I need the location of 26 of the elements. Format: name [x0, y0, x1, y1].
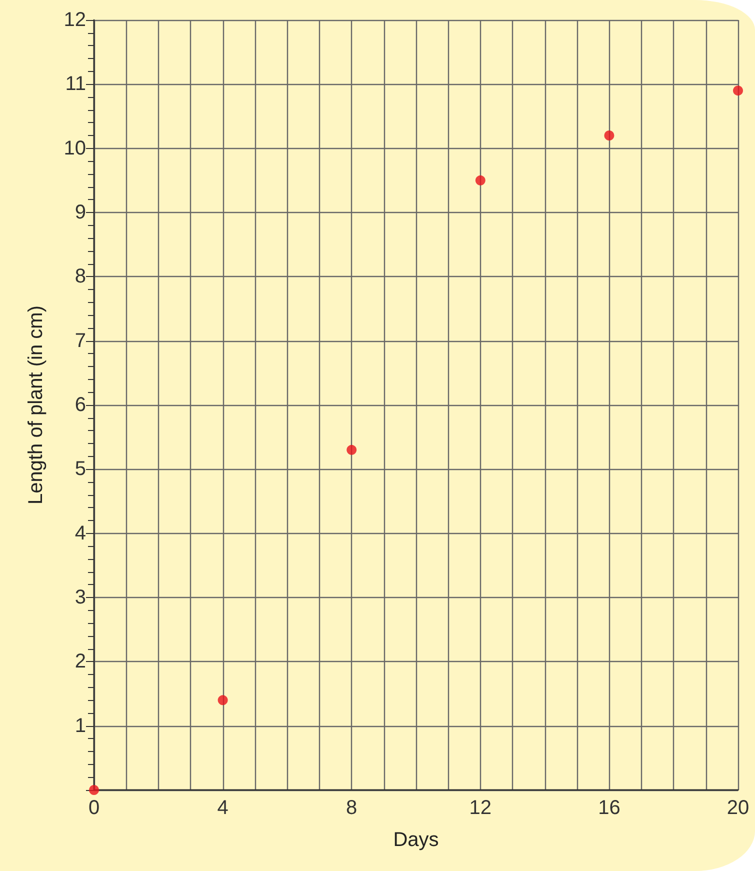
y-axis-title: Length of plant (in cm) — [25, 306, 47, 504]
y-tick-label: 4 — [74, 522, 86, 544]
y-tick-label: 12 — [64, 9, 86, 31]
x-tick-label: 0 — [88, 797, 100, 819]
y-tick-label: 10 — [64, 137, 86, 160]
y-tick-label: 7 — [74, 330, 86, 352]
x-tick-label: 4 — [217, 797, 228, 819]
point — [604, 130, 614, 140]
point — [218, 695, 228, 706]
y-tick-label: 8 — [74, 266, 86, 288]
y-tick-label: 6 — [74, 394, 86, 416]
x-axis-title: Days — [393, 829, 439, 851]
y-tick-label: 9 — [74, 202, 86, 224]
point — [733, 86, 743, 96]
point — [89, 785, 99, 795]
y-tick-label: 2 — [74, 650, 86, 673]
y-tick-label: 11 — [65, 73, 86, 96]
point — [475, 175, 486, 186]
y-tick-label: 1 — [74, 714, 86, 737]
x-tick-label: 12 — [469, 797, 492, 819]
y-tick-label: 3 — [74, 586, 86, 608]
point — [346, 444, 357, 455]
y-tick-label: 5 — [74, 458, 86, 480]
x-tick-label: 20 — [726, 797, 750, 819]
x-tick-label: 16 — [598, 797, 620, 819]
x-tick-label: 8 — [346, 797, 358, 819]
